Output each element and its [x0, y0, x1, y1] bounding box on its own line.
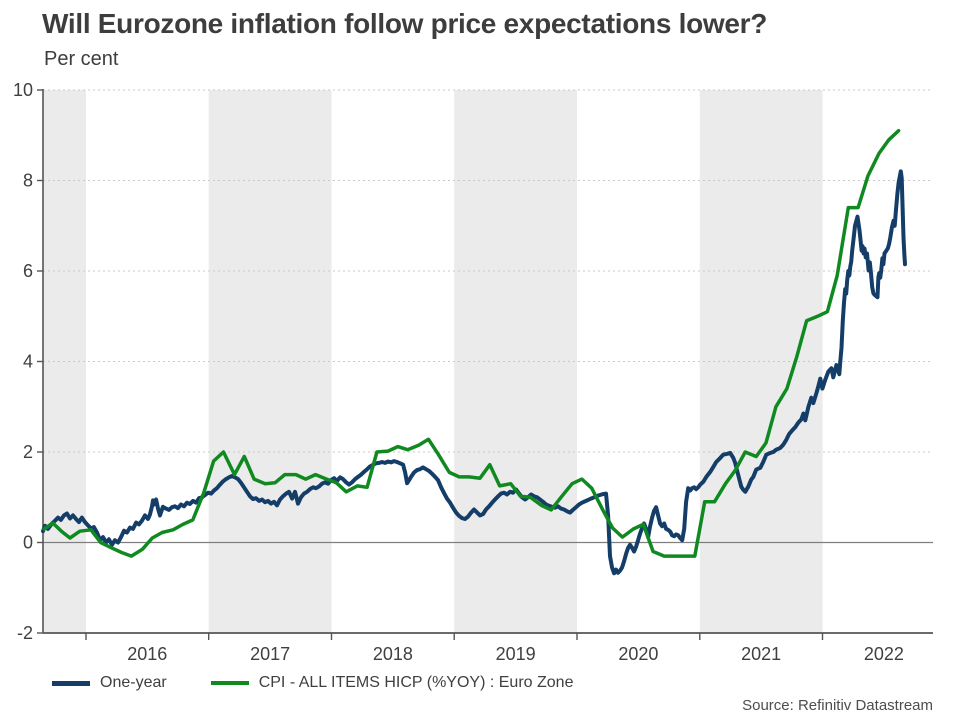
x-tick-label: 2017 — [250, 644, 290, 664]
y-tick-label: 2 — [23, 442, 33, 462]
y-tick-label: 8 — [23, 171, 33, 191]
x-tick-label: 2021 — [741, 644, 781, 664]
y-tick-label: 0 — [23, 533, 33, 553]
x-tick-label: 2019 — [496, 644, 536, 664]
y-tick-label: -2 — [17, 623, 33, 643]
legend-label-cpi: CPI - ALL ITEMS HICP (%YOY) : Euro Zone — [258, 674, 574, 691]
source-note: Source: Refinitiv Datastream — [742, 697, 933, 714]
legend-label-one-year: One-year — [100, 674, 167, 691]
legend-swatch-one-year — [52, 680, 90, 686]
legend-swatch-cpi — [210, 681, 249, 685]
y-tick-label: 6 — [23, 261, 33, 281]
x-tick-label: 2016 — [127, 644, 167, 664]
y-tick-label: 10 — [13, 80, 33, 100]
series-line-one-year — [41, 169, 907, 576]
series-line-cpi — [42, 128, 901, 558]
y-tick-label: 4 — [23, 352, 33, 372]
chart-subtitle: Per cent — [44, 48, 119, 70]
x-tick-label: 2018 — [373, 644, 413, 664]
chart-title: Will Eurozone inflation follow price exp… — [42, 8, 768, 39]
x-tick-label: 2020 — [618, 644, 658, 664]
legend: One-year CPI - ALL ITEMS HICP (%YOY) : E… — [52, 672, 573, 694]
x-tick-label: 2022 — [864, 644, 904, 664]
